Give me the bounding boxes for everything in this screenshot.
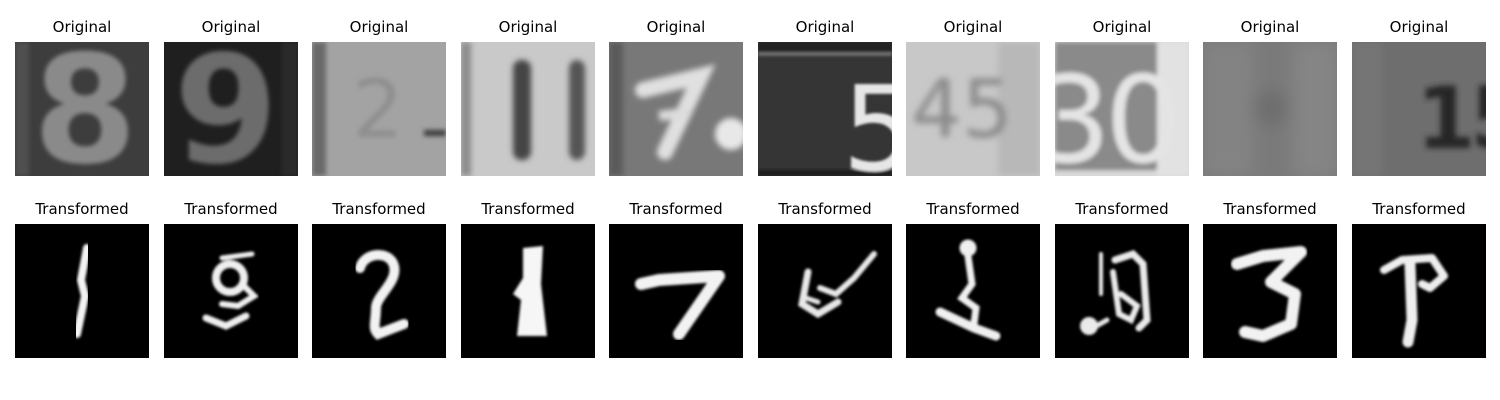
transformed-image: 1 <box>1352 224 1486 358</box>
original-row: Original 8 Original 9 <box>0 16 1500 176</box>
transformed-title: Transformed <box>629 200 723 218</box>
transformed-image: 0 <box>1055 224 1189 358</box>
transformed-image: 1 <box>15 224 149 358</box>
original-digit-text: 8 <box>33 42 137 176</box>
original-digit-text: 30 <box>1055 52 1175 176</box>
transformed-title: Transformed <box>1075 200 1169 218</box>
original-cell: Original 1 <box>461 16 595 176</box>
original-image: 9 <box>164 42 298 176</box>
original-digit-text: 52 <box>842 60 892 176</box>
original-title: Original <box>349 18 409 36</box>
original-title: Original <box>943 18 1003 36</box>
original-image: 2 <box>312 42 446 176</box>
transformed-cell: Transformed 3 <box>1203 198 1337 358</box>
original-image: 7 <box>609 42 743 176</box>
original-digit-text: 15 <box>1416 69 1486 169</box>
original-cell: Original 15 <box>1352 16 1486 176</box>
transformed-image: 7 <box>609 224 743 358</box>
original-title: Original <box>1240 18 1300 36</box>
transformed-cell: Transformed 1 <box>461 198 595 358</box>
original-cell: Original 30 <box>1055 16 1189 176</box>
transformed-image: 5 <box>164 224 298 358</box>
original-title: Original <box>52 18 112 36</box>
transformed-title: Transformed <box>1223 200 1317 218</box>
transformed-title: Transformed <box>332 200 426 218</box>
transformed-cell: Transformed 7 <box>609 198 743 358</box>
transformed-cell: Transformed 5 <box>164 198 298 358</box>
original-image: 52 <box>758 42 892 176</box>
original-image: 30 <box>1055 42 1189 176</box>
original-title: Original <box>1389 18 1449 36</box>
original-image: 1 <box>461 42 595 176</box>
original-digit-text: 2 <box>353 63 404 156</box>
original-image: 8 <box>15 42 149 176</box>
transformed-cell: Transformed 4 <box>758 198 892 358</box>
transformed-cell: Transformed 1 <box>1352 198 1486 358</box>
transformed-title: Transformed <box>35 200 129 218</box>
transformed-cell: Transformed 2 <box>312 198 446 358</box>
original-cell: Original 9 <box>164 16 298 176</box>
original-digit-text: 45 <box>911 63 1013 156</box>
transformed-title: Transformed <box>1372 200 1466 218</box>
original-cell: Original 45 <box>906 16 1040 176</box>
transformed-title: Transformed <box>926 200 1020 218</box>
original-title: Original <box>201 18 261 36</box>
original-cell: Original 52 <box>758 16 892 176</box>
transformed-title: Transformed <box>481 200 575 218</box>
transformed-title: Transformed <box>184 200 278 218</box>
transformed-cell: Transformed 1 <box>15 198 149 358</box>
original-title: Original <box>498 18 558 36</box>
original-cell: Original <box>1203 16 1337 176</box>
original-title: Original <box>646 18 706 36</box>
transformed-title: Transformed <box>778 200 872 218</box>
transformed-image: 3 <box>1203 224 1337 358</box>
original-cell: Original 7 <box>609 16 743 176</box>
original-cell: Original 2 <box>312 16 446 176</box>
original-cell: Original 8 <box>15 16 149 176</box>
transformed-row: Transformed 1 Transformed <box>0 198 1500 358</box>
original-title: Original <box>795 18 855 36</box>
original-digit-text: 9 <box>174 42 278 176</box>
transformed-image: 2 <box>906 224 1040 358</box>
transformed-image: 4 <box>758 224 892 358</box>
transformed-image: 2 <box>312 224 446 358</box>
transformed-image: 1 <box>461 224 595 358</box>
original-image <box>1203 42 1337 176</box>
original-title: Original <box>1092 18 1152 36</box>
transformed-cell: Transformed 0 <box>1055 198 1189 358</box>
original-image: 45 <box>906 42 1040 176</box>
transformed-cell: Transformed 2 <box>906 198 1040 358</box>
original-image: 15 <box>1352 42 1486 176</box>
